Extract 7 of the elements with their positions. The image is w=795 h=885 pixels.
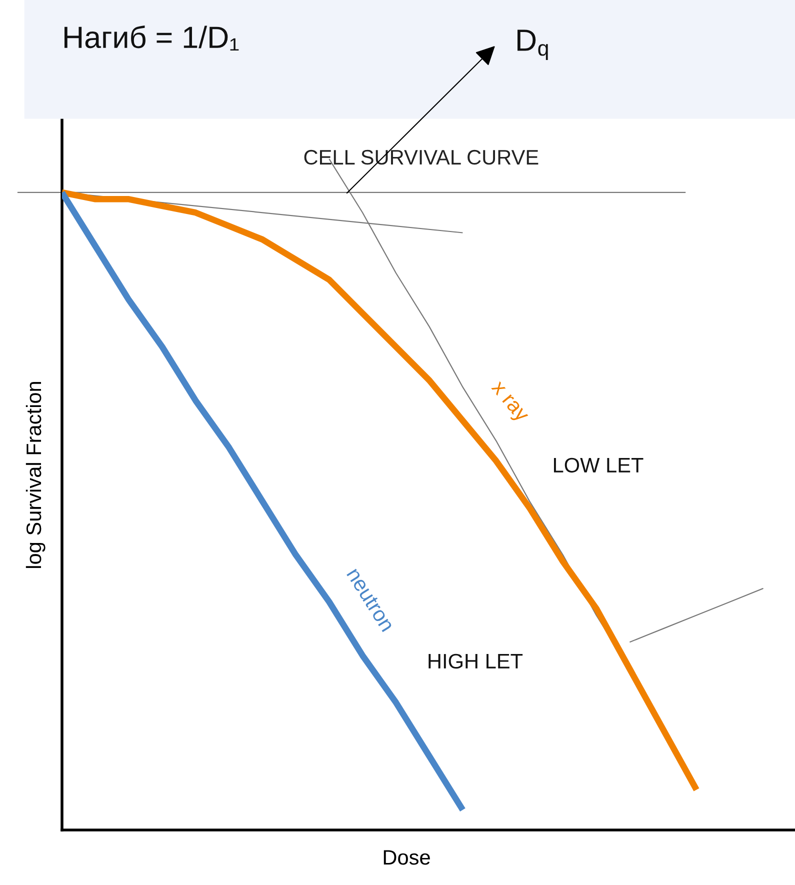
annotation: LOW LET [554,458,644,473]
text: x ray [488,380,528,426]
x-axis-title: Dose [384,850,430,865]
annotation: HIGH LET [428,654,523,669]
y-axis-title: log Survival Fraction [26,382,46,568]
text: D$_{q}$ [518,30,548,60]
text: Нагиб = 1/D₁ [64,25,239,51]
